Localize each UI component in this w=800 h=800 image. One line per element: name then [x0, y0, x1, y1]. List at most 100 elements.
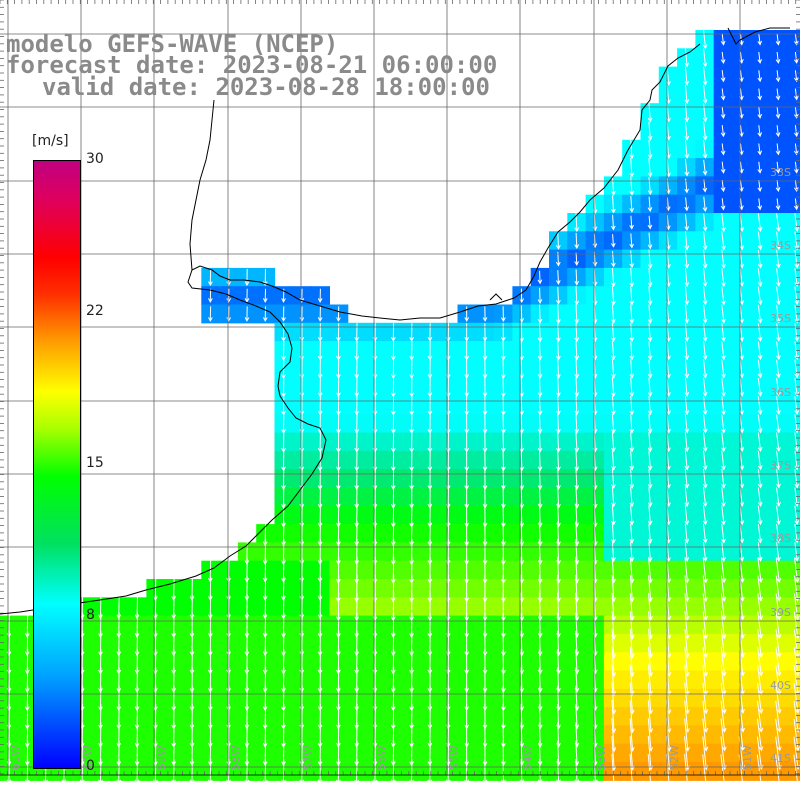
wind-arrow: [574, 377, 580, 398]
wind-arrow: [647, 158, 653, 178]
wind-arrow: [702, 682, 709, 715]
wind-arrow: [537, 449, 543, 472]
wind-arrow: [794, 286, 800, 306]
wind-arrow: [794, 213, 800, 233]
wind-arrow: [793, 161, 799, 174]
wind-arrow: [262, 758, 268, 785]
wind-arrow: [776, 542, 781, 562]
wind-arrow: [684, 487, 690, 508]
latitude-label: 40S: [770, 679, 791, 692]
wind-arrow: [684, 197, 689, 212]
wind-arrow: [629, 233, 634, 249]
wind-arrow: [793, 718, 800, 752]
wind-arrow: [756, 718, 764, 752]
wind-arrow: [519, 704, 525, 730]
wind-arrow: [684, 575, 690, 603]
wind-arrow: [684, 341, 690, 361]
wind-arrow: [793, 88, 799, 101]
lat-lon-grid: [0, 0, 800, 776]
wind-arrow: [611, 322, 616, 343]
forecast-date: forecast date: 2023-08-21 06:00:00: [6, 51, 498, 79]
wind-arrow: [537, 322, 543, 343]
wind-arrow: [775, 557, 782, 584]
wind-arrow: [721, 414, 726, 434]
wind-arrow: [794, 469, 800, 489]
wind-arrow: [519, 521, 525, 547]
colorbar-tick: 15: [86, 455, 104, 471]
wind-arrow: [574, 340, 580, 361]
wind-arrow: [629, 487, 635, 508]
wind-arrow: [775, 198, 781, 211]
wind-arrow: [757, 51, 763, 64]
wind-arrow: [702, 487, 708, 508]
wind-arrow: [775, 593, 782, 621]
model-title: modelo GEFS-WAVE (NCEP): [6, 30, 339, 58]
wind-arrow: [647, 432, 653, 453]
wind-arrow: [721, 286, 726, 306]
wind-arrow: [629, 450, 635, 471]
wind-arrow: [556, 359, 561, 379]
wind-arrow: [629, 395, 635, 416]
wind-arrow: [720, 647, 727, 677]
wind-arrow: [702, 432, 708, 453]
wind-arrow: [739, 323, 745, 342]
wind-arrow: [647, 341, 653, 361]
wind-arrow: [519, 630, 525, 657]
wind-arrow: [647, 232, 653, 250]
wind-arrow: [226, 306, 232, 322]
wind-arrow: [775, 161, 781, 174]
wind-arrow: [556, 395, 561, 416]
wind-arrow: [317, 306, 323, 322]
wind-arrow: [537, 685, 543, 712]
wind-arrow: [519, 758, 525, 785]
wind-arrow: [116, 758, 122, 785]
wind-arrow: [739, 268, 745, 287]
wind-arrow: [537, 270, 543, 285]
wind-arrow: [776, 487, 781, 507]
wind-arrow: [390, 758, 396, 785]
wind-arrow: [721, 341, 726, 361]
speed-cell: [786, 30, 800, 49]
wind-arrow: [757, 611, 764, 640]
wind-arrow: [702, 575, 708, 602]
wind-arrow: [793, 198, 799, 211]
wind-arrow: [794, 323, 800, 342]
wind-arrow: [629, 322, 635, 343]
wind-arrow: [555, 286, 561, 305]
wind-arrow: [684, 48, 690, 68]
wind-arrow: [482, 323, 488, 342]
wind-arrow: [776, 523, 781, 544]
wind-arrow: [611, 486, 616, 508]
wind-arrow: [647, 196, 653, 213]
wind-arrow: [556, 758, 561, 785]
wind-arrow: [519, 740, 525, 767]
wind-arrow: [720, 593, 727, 621]
wind-arrow: [757, 125, 763, 138]
wind-arrow: [757, 161, 763, 174]
wind-arrow: [757, 450, 763, 471]
speed-cell: [786, 103, 800, 123]
wind-arrow: [226, 268, 232, 287]
wind-arrow: [556, 431, 561, 453]
wind-arrow: [775, 51, 781, 64]
wind-arrow: [702, 213, 708, 232]
wind-arrow: [684, 267, 690, 288]
wind-arrow: [776, 286, 781, 306]
wind-arrow: [757, 249, 763, 269]
latitude-label: 35S: [770, 312, 791, 325]
wind-arrow: [739, 396, 745, 416]
wind-arrow: [519, 685, 525, 712]
wind-arrow: [720, 557, 727, 584]
wind-arrow: [684, 322, 690, 343]
wind-arrow: [647, 322, 653, 343]
wind-arrow: [739, 286, 745, 306]
wind-arrow: [684, 377, 690, 397]
wind-arrow: [702, 341, 708, 361]
latitude-label: 38S: [770, 532, 791, 545]
wind-arrow: [519, 449, 525, 472]
wind-arrow: [739, 304, 745, 324]
wind-arrow: [629, 195, 635, 213]
wind-arrow: [775, 106, 781, 119]
wind-arrow: [702, 159, 708, 176]
wind-arrow: [757, 180, 763, 193]
